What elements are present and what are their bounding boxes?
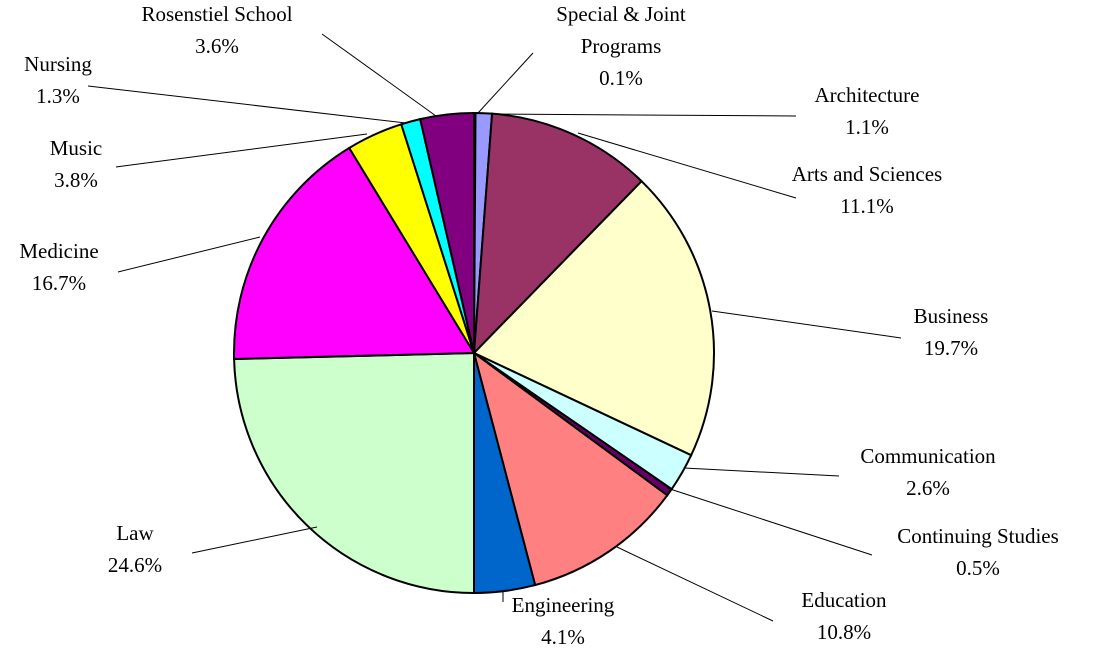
leader-line-nursing: [87, 85, 407, 124]
slice-percent-label: 3.8%: [54, 168, 98, 192]
slice-name-label: Engineering: [512, 593, 615, 617]
data-label-rosenstiel-school: Rosenstiel School 3.6%: [141, 2, 292, 58]
data-label-law: Law 24.6%: [108, 521, 162, 577]
data-label-business: Business 19.7%: [914, 304, 989, 360]
data-label-special-joint-programs: Special & Joint Programs 0.1%: [556, 2, 686, 90]
slice-name-label: Continuing Studies: [897, 524, 1059, 548]
slice-name-label: Nursing: [24, 52, 92, 76]
slice-percent-label: 4.1%: [541, 625, 585, 649]
data-label-music: Music 3.8%: [50, 136, 103, 192]
slice-percent-label: 1.3%: [36, 84, 80, 108]
data-label-continuing-studies: Continuing Studies 0.5%: [897, 524, 1059, 580]
leader-line-arts-and-sciences: [577, 132, 797, 199]
slice-percent-label: 11.1%: [840, 194, 893, 218]
data-label-medicine: Medicine 16.7%: [19, 239, 98, 295]
slice-name-label: Law: [116, 521, 154, 545]
leader-line-continuing-studies: [666, 487, 873, 556]
leader-line-special-joint-programs: [477, 52, 534, 114]
slice-percent-label: 24.6%: [108, 553, 162, 577]
leader-line-architecture: [489, 113, 797, 117]
data-label-architecture: Architecture 1.1%: [815, 83, 920, 139]
leader-line-medicine: [117, 236, 261, 273]
slice-name-label: Business: [914, 304, 989, 328]
slice-percent-label: 3.6%: [195, 34, 239, 58]
slice-percent-label: 2.6%: [906, 476, 950, 500]
leader-line-business: [711, 310, 902, 339]
leader-lines: [87, 33, 902, 622]
slice-name-label: Education: [801, 588, 887, 612]
slice-name-label: Programs: [581, 34, 662, 58]
pie-slice-business: [472, 179, 715, 457]
slice-percent-label: 16.7%: [32, 271, 86, 295]
leader-line-communication: [683, 467, 840, 477]
data-label-education: Education 10.8%: [801, 588, 887, 644]
data-label-nursing: Nursing 1.3%: [24, 52, 92, 108]
pie-slices: [233, 111, 715, 595]
leader-line-education: [616, 546, 774, 622]
slice-name-label: Arts and Sciences: [792, 162, 942, 186]
slice-percent-label: 19.7%: [924, 336, 978, 360]
slice-percent-label: 0.5%: [956, 556, 1000, 580]
leader-line-law: [191, 526, 318, 554]
leader-line-music: [115, 133, 368, 168]
slice-name-label: Communication: [860, 444, 996, 468]
pie-slice-arts-and-sciences: [472, 112, 643, 356]
pie-slice-law: [233, 351, 475, 595]
slice-name-label: Architecture: [815, 83, 920, 107]
pie-slice-rosenstiel-school: [418, 111, 475, 354]
slice-name-label: Music: [50, 136, 103, 160]
leader-line-rosenstiel-school: [321, 33, 437, 117]
pie-slice-education: [472, 350, 669, 587]
data-labels: Special & Joint Programs 0.1% Architecture 1…: [19, 2, 1058, 649]
data-label-communication: Communication 2.6%: [860, 444, 996, 500]
slice-name-label: Rosenstiel School: [141, 2, 292, 26]
slice-name-label: Medicine: [19, 239, 98, 263]
pie-slice-medicine: [233, 146, 476, 361]
slice-percent-label: 10.8%: [817, 620, 871, 644]
slice-name-label: Special & Joint: [556, 2, 686, 26]
data-label-engineering: Engineering 4.1%: [512, 593, 615, 649]
slice-percent-label: 1.1%: [845, 115, 889, 139]
slice-percent-label: 0.1%: [599, 66, 643, 90]
data-label-arts-and-sciences: Arts and Sciences 11.1%: [792, 162, 942, 218]
